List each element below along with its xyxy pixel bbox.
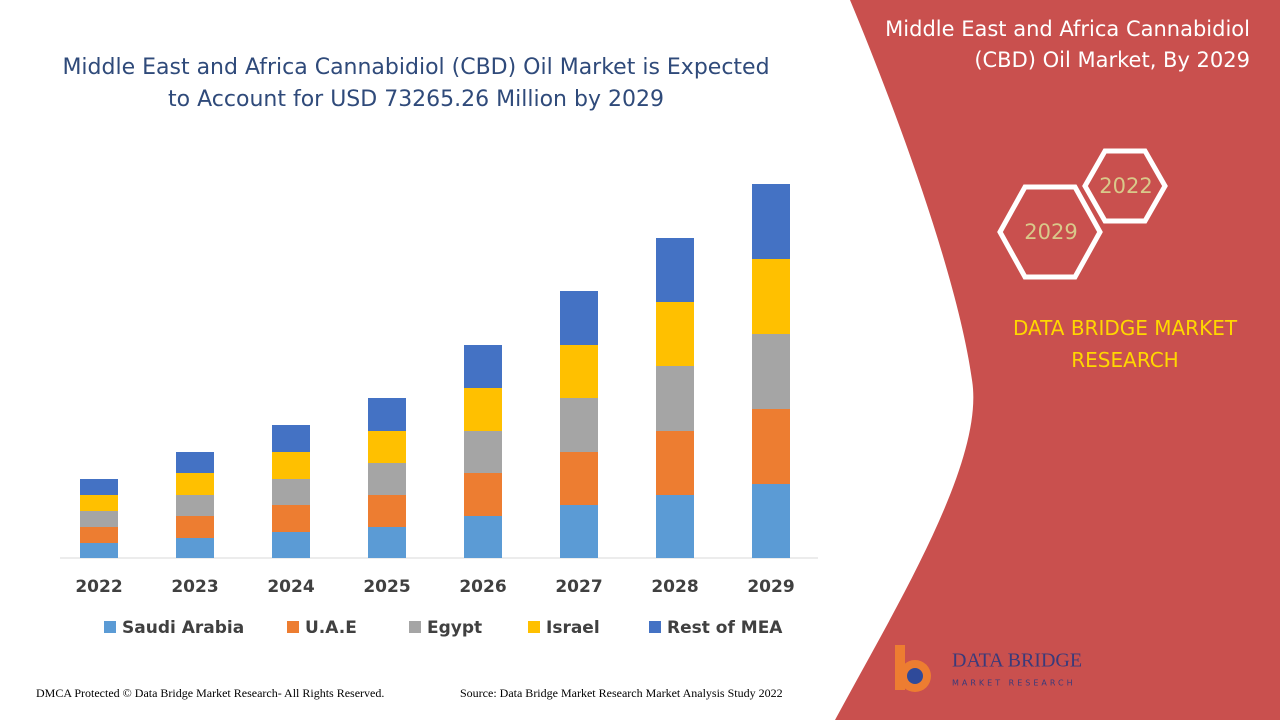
legend-swatch <box>104 621 116 633</box>
x-tick-label: 2027 <box>555 577 602 597</box>
brand: DATA BRIDGE MARKET RESEARCH <box>1012 316 1238 372</box>
bar-segment <box>80 495 118 511</box>
bar-segment <box>656 302 694 366</box>
bar-segment <box>752 484 790 558</box>
legend-label: U.A.E <box>305 618 357 638</box>
bar-segment <box>176 516 214 538</box>
bar-segment <box>464 431 502 473</box>
bar-segment <box>272 532 310 558</box>
bar-segment <box>368 398 406 431</box>
legend-label: Saudi Arabia <box>122 618 244 638</box>
bar-segment <box>560 291 598 345</box>
source: Source: Data Bridge Market Research Mark… <box>460 686 783 700</box>
bar-segment <box>464 516 502 558</box>
x-tick-label: 2022 <box>75 577 122 597</box>
x-tick-label: 2028 <box>651 577 698 597</box>
bar-segment <box>464 345 502 388</box>
bar-segment <box>368 495 406 527</box>
legend-label: Israel <box>546 618 600 638</box>
bar-segment <box>80 511 118 527</box>
hexagon <box>997 184 1103 280</box>
bar-segment <box>80 527 118 543</box>
bar-segment <box>656 431 694 495</box>
copyright: DMCA Protected © Data Bridge Market Rese… <box>36 686 385 700</box>
bar-segment <box>272 425 310 452</box>
bar-segment <box>656 238 694 302</box>
x-tick-label: 2024 <box>267 577 314 597</box>
bar-segment <box>176 538 214 558</box>
side-panel <box>835 0 1280 720</box>
hexagon-label: 2029 <box>1024 220 1077 244</box>
bar-segment <box>560 345 598 398</box>
logo-name: DATA BRIDGE <box>952 650 1082 672</box>
hexagon-label: 2022 <box>1099 174 1152 198</box>
bar-segment <box>464 388 502 431</box>
bar-segment <box>464 473 502 516</box>
bar-segment <box>368 463 406 495</box>
logo: DATA BRIDGE MARKET RESEARCH <box>895 645 1082 692</box>
bar-segment <box>560 505 598 558</box>
bar-segment <box>656 366 694 431</box>
bar-segment <box>752 409 790 484</box>
bar-segment <box>80 543 118 558</box>
legend-label: Egypt <box>427 618 482 638</box>
bar-segment <box>368 527 406 558</box>
bar-segment <box>368 431 406 463</box>
bar-segment <box>752 259 790 334</box>
x-tick-label: 2023 <box>171 577 218 597</box>
panel-title: Middle East and Africa Cannabidiol (CBD)… <box>885 17 1250 72</box>
bar-segment <box>176 452 214 473</box>
bar-segment <box>272 452 310 479</box>
x-tick-label: 2025 <box>363 577 410 597</box>
bar-segment <box>752 184 790 259</box>
bar-segment <box>752 334 790 409</box>
bar-segment <box>272 505 310 532</box>
x-tick-label: 2026 <box>459 577 506 597</box>
legend-swatch <box>528 621 540 633</box>
legend-swatch <box>287 621 299 633</box>
chart-title: Middle East and Africa Cannabidiol (CBD)… <box>62 55 770 112</box>
bar-segment <box>176 495 214 516</box>
bar-segment <box>656 495 694 558</box>
bar-segment <box>272 479 310 505</box>
legend-swatch <box>409 621 421 633</box>
x-tick-label: 2029 <box>747 577 794 597</box>
bar-segment <box>560 452 598 505</box>
hexagon <box>1082 148 1168 224</box>
legend-swatch <box>649 621 661 633</box>
bar-segment <box>176 473 214 495</box>
legend-label: Rest of MEA <box>667 618 783 638</box>
logo-tagline: MARKET RESEARCH <box>952 679 1076 688</box>
bar-segment <box>80 479 118 495</box>
bar-segment <box>560 398 598 452</box>
